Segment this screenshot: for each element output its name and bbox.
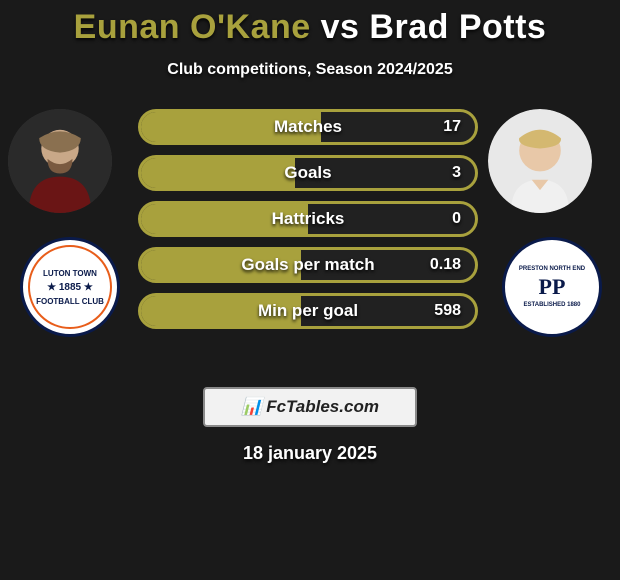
stat-bar-value: 17	[443, 118, 461, 136]
stat-bar: Goals3	[138, 155, 478, 191]
club1-line2: ★ 1885 ★	[47, 282, 93, 293]
player2-club-badge: PRESTON NORTH END PP ESTABLISHED 1880	[502, 237, 602, 337]
club2-line3: ESTABLISHED 1880	[524, 302, 581, 308]
chart-icon: 📊	[241, 397, 262, 417]
player2-avatar	[488, 109, 592, 213]
club2-line2: PP	[539, 274, 566, 300]
stat-bar: Hattricks0	[138, 201, 478, 237]
stat-bars: Matches17 Goals3 Hattricks0 Goals per match…	[138, 109, 478, 339]
vs-text: vs	[321, 8, 360, 46]
player1-avatar	[8, 109, 112, 213]
stat-bar-value: 598	[434, 302, 461, 320]
stat-bar: Min per goal598	[138, 293, 478, 329]
stat-bar-label: Goals per match	[141, 255, 475, 275]
stat-bar: Matches17	[138, 109, 478, 145]
player1-club-badge: LUTON TOWN ★ 1885 ★ FOOTBALL CLUB	[20, 237, 120, 337]
logo-text: FcTables.com	[266, 397, 379, 417]
stat-bar-value: 3	[452, 164, 461, 182]
stat-bar-label: Matches	[141, 117, 475, 137]
fctables-logo: 📊 FcTables.com	[203, 387, 417, 427]
stat-bar-label: Min per goal	[141, 301, 475, 321]
stat-bar-label: Goals	[141, 163, 475, 183]
stat-bar: Goals per match0.18	[138, 247, 478, 283]
club1-line1: LUTON TOWN	[43, 269, 97, 278]
stat-bar-value: 0	[452, 210, 461, 228]
date-text: 18 january 2025	[0, 443, 620, 464]
club1-line3: FOOTBALL CLUB	[36, 297, 104, 306]
comparison-panel: LUTON TOWN ★ 1885 ★ FOOTBALL CLUB PRESTO…	[0, 109, 620, 369]
subtitle: Club competitions, Season 2024/2025	[0, 61, 620, 79]
stat-bar-label: Hattricks	[141, 209, 475, 229]
player2-name: Brad Potts	[369, 8, 546, 46]
comparison-title: Eunan O'Kane vs Brad Potts	[0, 0, 620, 47]
stat-bar-value: 0.18	[430, 256, 461, 274]
player1-name: Eunan O'Kane	[74, 8, 311, 46]
club2-line1: PRESTON NORTH END	[519, 266, 585, 272]
